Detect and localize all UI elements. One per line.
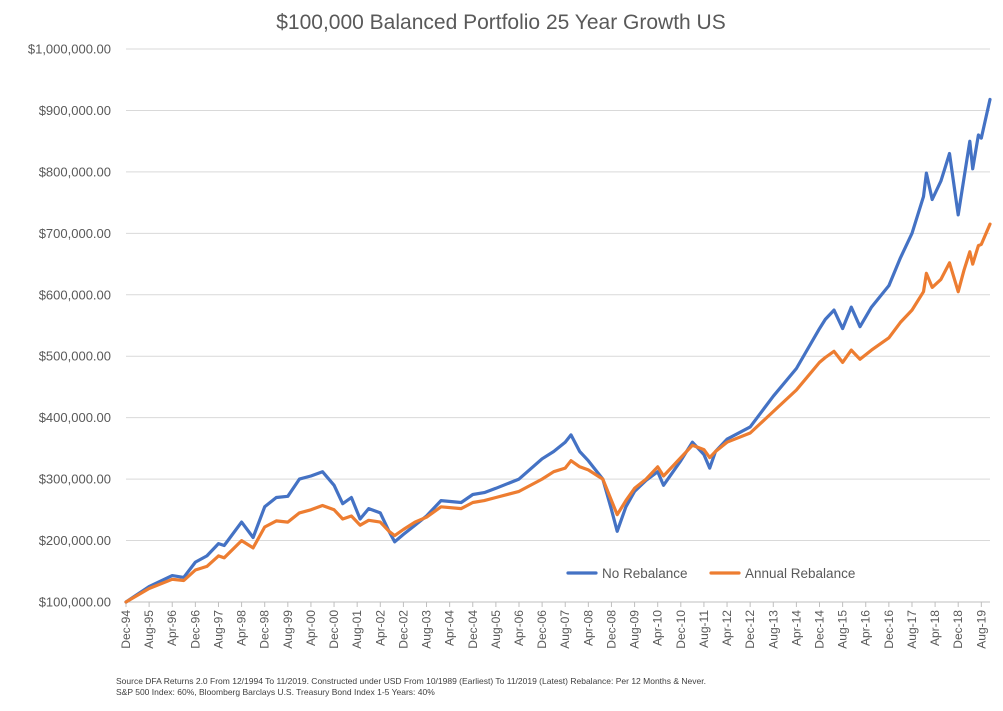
series-lines (124, 97, 992, 604)
x-axis (125, 601, 990, 607)
chart-title: $100,000 Balanced Portfolio 25 Year Grow… (276, 11, 725, 34)
y-tick-label: $500,000.00 (39, 349, 111, 364)
x-tick-label: Aug-99 (281, 610, 295, 649)
x-tick-label: Aug-15 (836, 610, 850, 649)
x-tick-label: Dec-04 (466, 610, 480, 649)
x-tick-label: Aug-13 (766, 610, 780, 649)
x-tick-label: Dec-02 (396, 610, 410, 649)
x-tick-label: Dec-16 (882, 610, 896, 649)
x-tick-label: Aug-09 (628, 610, 642, 649)
y-tick-label: $1,000,000.00 (28, 42, 111, 57)
series-line-no-rebalance (124, 97, 992, 604)
x-tick-label: Dec-14 (813, 610, 827, 649)
gridlines (126, 48, 990, 542)
x-tick-label: Apr-04 (443, 610, 457, 646)
x-tick-label: Apr-12 (720, 610, 734, 646)
x-tick-label: Dec-00 (327, 610, 341, 649)
x-tick-label: Apr-18 (928, 610, 942, 646)
y-tick-label: $200,000.00 (39, 533, 111, 548)
x-tick-label: Apr-08 (581, 610, 595, 646)
x-tick-label: Dec-94 (119, 610, 133, 649)
y-tick-label: $800,000.00 (39, 164, 111, 179)
y-axis-tick-labels: $100,000.00 $200,000.00 $300,000.00 $400,00… (28, 42, 111, 610)
x-tick-label: Aug-05 (489, 610, 503, 649)
x-tick-label: Aug-19 (974, 610, 988, 649)
x-tick-label: Apr-16 (859, 610, 873, 646)
x-tick-label: Apr-06 (512, 610, 526, 646)
y-tick-label: $400,000.00 (39, 410, 111, 425)
y-tick-label: $900,000.00 (39, 103, 111, 118)
y-tick-label: $100,000.00 (39, 595, 111, 610)
x-tick-label: Apr-02 (373, 610, 387, 646)
x-tick-label: Dec-06 (535, 610, 549, 649)
x-tick-label: Dec-12 (743, 610, 757, 649)
x-tick-label: Aug-01 (350, 610, 364, 649)
x-tick-label: Aug-97 (211, 610, 225, 649)
legend-label: Annual Rebalance (745, 566, 855, 581)
x-tick-label: Aug-11 (697, 610, 711, 648)
legend: No Rebalance Annual Rebalance (566, 566, 855, 581)
x-tick-label: Apr-96 (165, 610, 179, 646)
x-tick-label: Aug-95 (142, 610, 156, 649)
x-tick-label: Apr-98 (235, 610, 249, 646)
x-axis-tick-labels: Dec-94 Aug-95 Apr-96 Dec-96 Aug-97 Apr-98 Dec-… (119, 610, 988, 649)
x-tick-label: Aug-17 (905, 610, 919, 649)
x-tick-label: Aug-03 (420, 610, 434, 649)
x-tick-label: Dec-98 (258, 610, 272, 649)
legend-label: No Rebalance (602, 566, 688, 581)
x-tick-label: Apr-14 (789, 610, 803, 646)
x-tick-label: Apr-00 (304, 610, 318, 646)
y-tick-label: $600,000.00 (39, 287, 111, 302)
x-tick-label: Aug-07 (558, 610, 572, 649)
footnote-line-1: Source DFA Returns 2.0 From 12/1994 To 1… (116, 676, 706, 686)
x-tick-label: Dec-18 (951, 610, 965, 649)
x-tick-label: Dec-96 (188, 610, 202, 649)
x-tick-label: Dec-08 (604, 610, 618, 649)
x-tick-label: Apr-10 (651, 610, 665, 646)
y-tick-label: $700,000.00 (39, 226, 111, 241)
footnote-line-2: S&P 500 Index: 60%, Bloomberg Barclays U… (116, 687, 435, 697)
source-footnote: Source DFA Returns 2.0 From 12/1994 To 1… (116, 676, 706, 698)
series-line-annual-rebalance (124, 222, 992, 604)
y-tick-label: $300,000.00 (39, 472, 111, 487)
x-tick-label: Dec-10 (674, 610, 688, 649)
